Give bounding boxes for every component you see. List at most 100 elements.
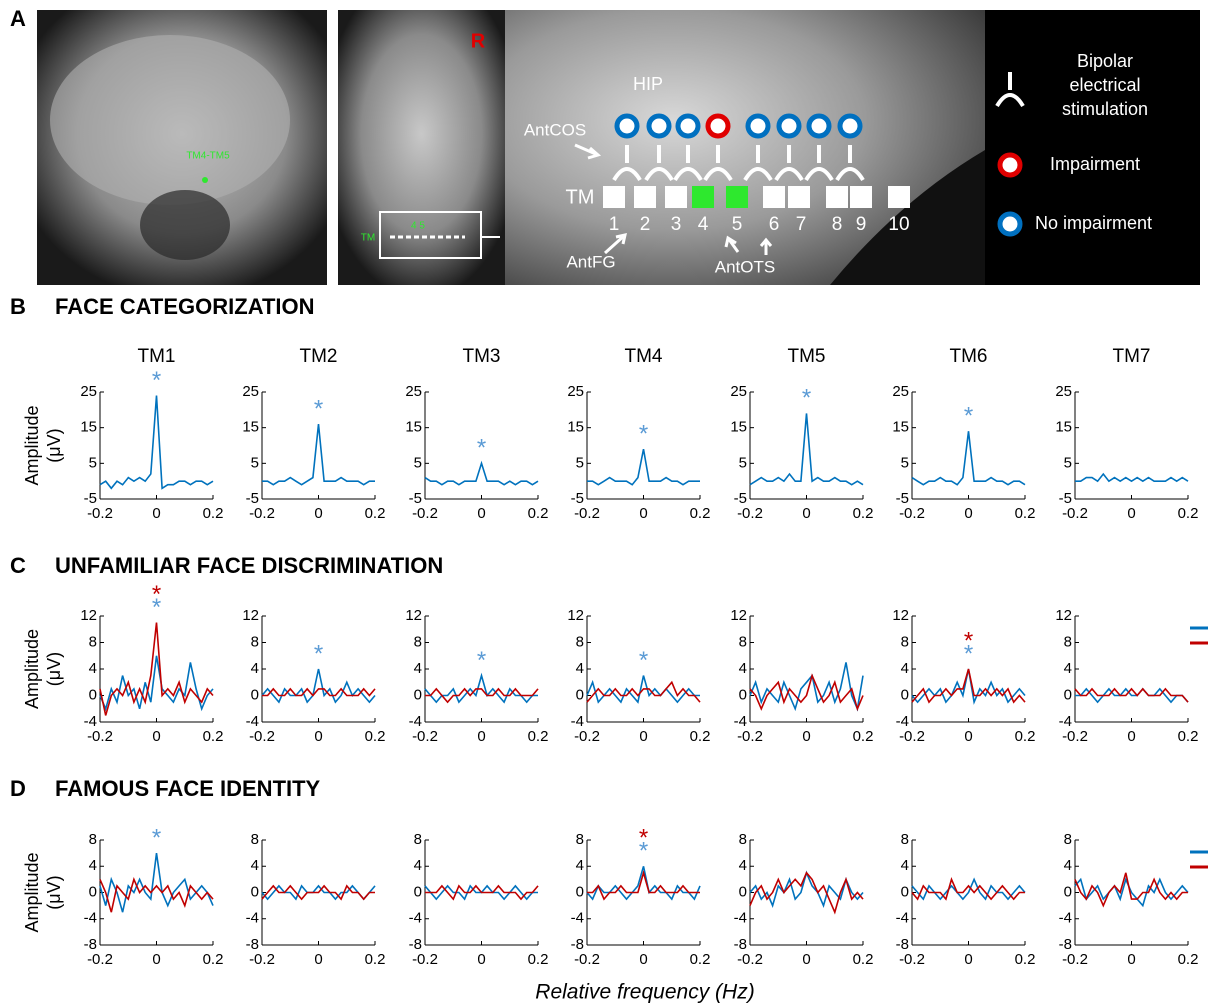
contact-number: 6 (769, 214, 780, 235)
y-tick-label: 15 (405, 419, 422, 436)
chart-title: TM3 (463, 346, 501, 367)
legend-stim: stimulation (1062, 99, 1148, 119)
data-line (262, 669, 375, 702)
chart-title: TM5 (788, 346, 826, 367)
y-axis-label: (μV) (44, 875, 64, 909)
significance-star: * (964, 627, 973, 654)
significance-star: * (477, 435, 486, 462)
data-line (750, 676, 863, 709)
x-tick-label: 0 (152, 505, 160, 522)
y-tick-label: 8 (901, 633, 909, 650)
x-tick-label: -0.2 (737, 505, 763, 522)
y-tick-label: 25 (730, 383, 747, 400)
x-tick-label: 0.2 (690, 505, 711, 522)
region-label: HIP (633, 74, 663, 94)
significance-star: * (314, 640, 323, 667)
y-tick-label: -4 (734, 910, 747, 927)
y-tick-label: 15 (567, 419, 584, 436)
y-tick-label: 12 (567, 607, 584, 624)
y-axis-label: Amplitude (22, 405, 42, 485)
data-line (1075, 873, 1188, 906)
strip-label: TM (566, 186, 595, 208)
sagittal-cerebellum (140, 190, 230, 260)
x-tick-label: -0.2 (1062, 728, 1088, 745)
y-tick-label: 4 (576, 857, 584, 874)
legend-impair: Impairment (1050, 154, 1140, 174)
y-tick-label: 8 (414, 633, 422, 650)
y-tick-label: 4 (739, 660, 747, 677)
data-line (587, 449, 700, 485)
y-tick-label: -4 (246, 910, 259, 927)
sagittal-label: TM4-TM5 (186, 151, 230, 162)
legend-noimpair: No impairment (1035, 213, 1152, 233)
y-tick-label: 8 (414, 831, 422, 848)
y-tick-label: 8 (1064, 831, 1072, 848)
significance-star: * (152, 581, 161, 608)
y-tick-label: 8 (901, 831, 909, 848)
y-tick-label: 5 (414, 454, 422, 471)
data-line (750, 413, 863, 484)
x-axis-label: Relative frequency (Hz) (535, 981, 754, 1004)
significance-star: * (639, 825, 648, 852)
x-tick-label: -0.2 (87, 505, 113, 522)
x-tick-label: -0.2 (899, 505, 925, 522)
x-tick-label: 0 (314, 951, 322, 968)
y-tick-label: 4 (576, 660, 584, 677)
data-line (587, 682, 700, 702)
panel-label: D (10, 776, 26, 801)
y-tick-label: 15 (242, 419, 259, 436)
data-line (100, 853, 213, 912)
x-tick-label: 0.2 (1178, 505, 1199, 522)
contact-number: 1 (609, 214, 620, 235)
coronal-label: TM (361, 233, 375, 244)
contact-number: 5 (732, 214, 743, 235)
data-line (262, 886, 375, 899)
x-tick-label: -0.2 (249, 728, 275, 745)
x-tick-label: 0 (802, 505, 810, 522)
chart-title: TM4 (625, 346, 663, 367)
y-tick-label: 4 (89, 857, 97, 874)
y-tick-label: 0 (89, 686, 97, 703)
y-tick-label: 0 (414, 883, 422, 900)
x-tick-label: 0.2 (203, 728, 224, 745)
y-tick-label: 0 (251, 883, 259, 900)
y-tick-label: 0 (89, 883, 97, 900)
y-tick-label: 5 (901, 454, 909, 471)
x-tick-label: 0.2 (203, 505, 224, 522)
chart-title: TM6 (950, 346, 988, 367)
y-tick-label: 8 (739, 831, 747, 848)
y-tick-label: 4 (414, 857, 422, 874)
significance-star: * (477, 647, 486, 674)
x-tick-label: -0.2 (899, 728, 925, 745)
x-tick-label: -0.2 (574, 728, 600, 745)
significance-star: * (152, 367, 161, 394)
figure: A R HIP AntCOS TM AntFG AntOTS Bipolar e… (0, 0, 1210, 1007)
x-tick-label: -0.2 (412, 505, 438, 522)
x-tick-label: -0.2 (899, 951, 925, 968)
fg-label: AntFG (566, 252, 615, 271)
x-tick-label: 0 (1127, 505, 1135, 522)
x-tick-label: -0.2 (249, 951, 275, 968)
data-line (1075, 474, 1188, 481)
x-tick-label: -0.2 (737, 951, 763, 968)
x-tick-label: 0.2 (1015, 728, 1036, 745)
contact-number: 9 (856, 214, 867, 235)
x-tick-label: -0.2 (737, 728, 763, 745)
x-tick-label: -0.2 (249, 505, 275, 522)
significance-star: * (152, 824, 161, 851)
data-line (912, 431, 1025, 485)
x-tick-label: 0 (639, 728, 647, 745)
x-tick-label: 0 (152, 728, 160, 745)
y-tick-label: 4 (1064, 660, 1072, 677)
y-tick-label: 0 (1064, 883, 1072, 900)
data-line (100, 396, 213, 489)
data-line (425, 689, 538, 702)
y-tick-label: 5 (89, 454, 97, 471)
y-tick-label: 5 (576, 454, 584, 471)
data-line (100, 879, 213, 912)
sulcus-label: AntCOS (524, 120, 586, 139)
coronal-contacts: 4 5 (411, 221, 425, 232)
x-tick-label: -0.2 (412, 951, 438, 968)
x-tick-label: 0.2 (203, 951, 224, 968)
y-tick-label: 5 (1064, 454, 1072, 471)
